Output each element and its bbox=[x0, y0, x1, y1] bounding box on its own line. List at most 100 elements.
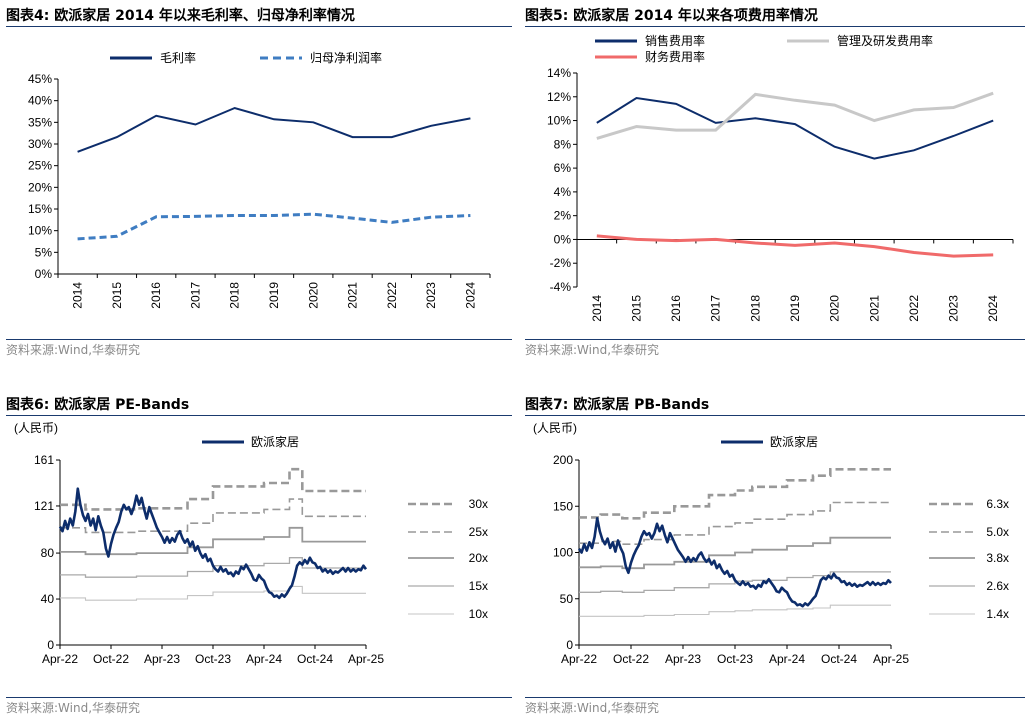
y-tick-label: 0 bbox=[47, 638, 54, 652]
x-tick-label: 2016 bbox=[669, 295, 683, 322]
x-tick-label: 2021 bbox=[346, 282, 360, 309]
x-tick-label: Apr-25 bbox=[873, 652, 909, 666]
y-tick-label: 6% bbox=[554, 161, 572, 175]
y-tick-label: 35% bbox=[28, 115, 52, 129]
x-tick-label: 2020 bbox=[306, 282, 320, 309]
y-tick-label: 8% bbox=[554, 137, 572, 151]
legend-label-15x: 15x bbox=[469, 579, 488, 593]
y-tick-label: 0% bbox=[554, 232, 572, 246]
unit-label: (人民币) bbox=[533, 421, 577, 435]
chart-title: 图表5: 欧派家居 2014 年以来各项费用率情况 bbox=[525, 8, 818, 24]
x-tick-label: Oct-24 bbox=[297, 652, 333, 666]
y-tick-label: 5% bbox=[35, 245, 53, 259]
y-tick-label: 45% bbox=[28, 72, 52, 86]
pb-bands-chart: (人民币) 0 50 100 150 200 Apr-22 Oct-22 Apr-23 Oct-2… bbox=[533, 421, 1009, 666]
series-line-1 bbox=[596, 91, 994, 140]
y-tick-label: 2% bbox=[554, 209, 572, 223]
x-tick-label: 2024 bbox=[986, 295, 1000, 322]
source-note: 资料来源:Wind,华泰研究 bbox=[525, 343, 660, 357]
y-tick-label: 14% bbox=[547, 66, 571, 80]
y-tick-label: 10% bbox=[547, 114, 571, 128]
y-tick-label: 80 bbox=[41, 546, 55, 560]
title-rule bbox=[6, 26, 512, 27]
x-tick-label: Oct-23 bbox=[717, 652, 753, 666]
band-line-15x bbox=[60, 557, 366, 578]
y-tick-label: 0 bbox=[566, 638, 573, 652]
x-tick-label: 2015 bbox=[110, 282, 124, 309]
x-tick-label: 2014 bbox=[590, 295, 604, 322]
band-line-20x bbox=[60, 526, 366, 556]
series-line-2 bbox=[596, 234, 994, 258]
legend-label-10x: 10x bbox=[469, 607, 488, 621]
x-tick-label: Oct-23 bbox=[195, 652, 231, 666]
source-rule bbox=[6, 697, 512, 698]
x-tick-label: Oct-24 bbox=[821, 652, 857, 666]
y-tick-label: 4% bbox=[554, 185, 572, 199]
expense-line-chart: -4% -2% 0% 2% 4% 6% 8% 10% 12% 14% 2014 2015 2016 201… bbox=[547, 33, 1014, 322]
chart-panel-pe-bands: 图表6: 欧派家居 PE-Bands (人民币) 0 40 80 121 161 Apr-2… bbox=[6, 394, 512, 718]
legend-label-0: 毛利率 bbox=[160, 50, 196, 65]
band-line-2.6x bbox=[579, 571, 891, 593]
legend-label-25x: 25x bbox=[469, 525, 488, 539]
x-tick-label: 2014 bbox=[71, 282, 85, 309]
x-tick-label: 2016 bbox=[149, 282, 163, 309]
series-line-0 bbox=[596, 96, 994, 160]
y-tick-label: 12% bbox=[547, 90, 571, 104]
price-line bbox=[577, 517, 892, 608]
band-line-30x bbox=[60, 467, 366, 511]
band-line-1.4x bbox=[579, 604, 891, 617]
legend-label-3.8x: 3.8x bbox=[986, 551, 1009, 565]
chart-panel-pb-bands: 图表7: 欧派家居 PB-Bands (人民币) 0 50 100 150 200 Apr-… bbox=[525, 394, 1025, 718]
source-rule bbox=[525, 339, 1025, 340]
y-tick-label: 10% bbox=[28, 224, 52, 238]
x-tick-label: Apr-23 bbox=[665, 652, 701, 666]
chart-title: 图表7: 欧派家居 PB-Bands bbox=[525, 397, 710, 413]
y-tick-label: 20% bbox=[28, 180, 52, 194]
x-tick-label: Oct-22 bbox=[93, 652, 129, 666]
x-tick-label: 2017 bbox=[709, 295, 723, 322]
legend-label-20x: 20x bbox=[469, 551, 488, 565]
y-tick-label: 40% bbox=[28, 94, 52, 108]
x-tick-label: 2018 bbox=[228, 282, 242, 309]
y-tick-label: 121 bbox=[34, 499, 54, 513]
chart-title: 图表4: 欧派家居 2014 年以来毛利率、归母净利率情况 bbox=[6, 8, 355, 24]
x-tick-label: Apr-25 bbox=[348, 652, 384, 666]
y-tick-label: 200 bbox=[553, 453, 573, 467]
series-line-0 bbox=[77, 106, 471, 153]
x-tick-label: 2023 bbox=[947, 295, 961, 322]
pe-bands-chart: (人民币) 0 40 80 121 161 Apr-22 Oct-22 Apr-23 Oct-23… bbox=[14, 421, 488, 666]
y-tick-label: 0% bbox=[35, 267, 53, 281]
legend-label-6.3x: 6.3x bbox=[986, 497, 1009, 511]
band-line-6.3x bbox=[579, 467, 891, 520]
y-tick-label: 15% bbox=[28, 202, 52, 216]
x-tick-label: 2022 bbox=[385, 282, 399, 309]
legend-label-30x: 30x bbox=[469, 497, 488, 511]
legend-label-5.0x: 5.0x bbox=[986, 525, 1009, 539]
y-tick-label: 30% bbox=[28, 137, 52, 151]
source-note: 资料来源:Wind,华泰研究 bbox=[525, 701, 660, 715]
source-rule bbox=[6, 339, 512, 340]
margin-line-chart: 0% 5% 10% 15% 20% 25% 30% 35% 40% 45% 2014 2015 2016… bbox=[28, 50, 491, 309]
series-line-1 bbox=[77, 212, 471, 241]
x-tick-label: 2023 bbox=[424, 282, 438, 309]
band-line-5.0x bbox=[579, 501, 891, 545]
source-rule bbox=[525, 697, 1025, 698]
y-tick-label: 150 bbox=[553, 499, 573, 513]
x-tick-label: 2018 bbox=[748, 295, 762, 322]
chart-title: 图表6: 欧派家居 PE-Bands bbox=[6, 397, 190, 413]
title-rule bbox=[525, 26, 1025, 27]
y-tick-label: 25% bbox=[28, 159, 52, 173]
x-tick-label: 2022 bbox=[907, 295, 921, 322]
x-tick-label: 2017 bbox=[188, 282, 202, 309]
x-tick-label: Apr-23 bbox=[144, 652, 180, 666]
legend-label-1: 管理及研发费用率 bbox=[837, 33, 933, 48]
x-tick-label: Apr-24 bbox=[769, 652, 805, 666]
y-tick-label: 40 bbox=[41, 592, 55, 606]
source-note: 资料来源:Wind,华泰研究 bbox=[6, 701, 141, 715]
legend-label-price: 欧派家居 bbox=[770, 434, 818, 449]
y-tick-label: 161 bbox=[34, 453, 54, 467]
x-tick-label: 2019 bbox=[267, 282, 281, 309]
legend-label-2: 财务费用率 bbox=[645, 49, 705, 64]
chart-panel-expense-ratios: 图表5: 欧派家居 2014 年以来各项费用率情况 -4% -2% 0% 2% 4% 6%… bbox=[525, 5, 1025, 361]
legend-label-2.6x: 2.6x bbox=[986, 579, 1009, 593]
